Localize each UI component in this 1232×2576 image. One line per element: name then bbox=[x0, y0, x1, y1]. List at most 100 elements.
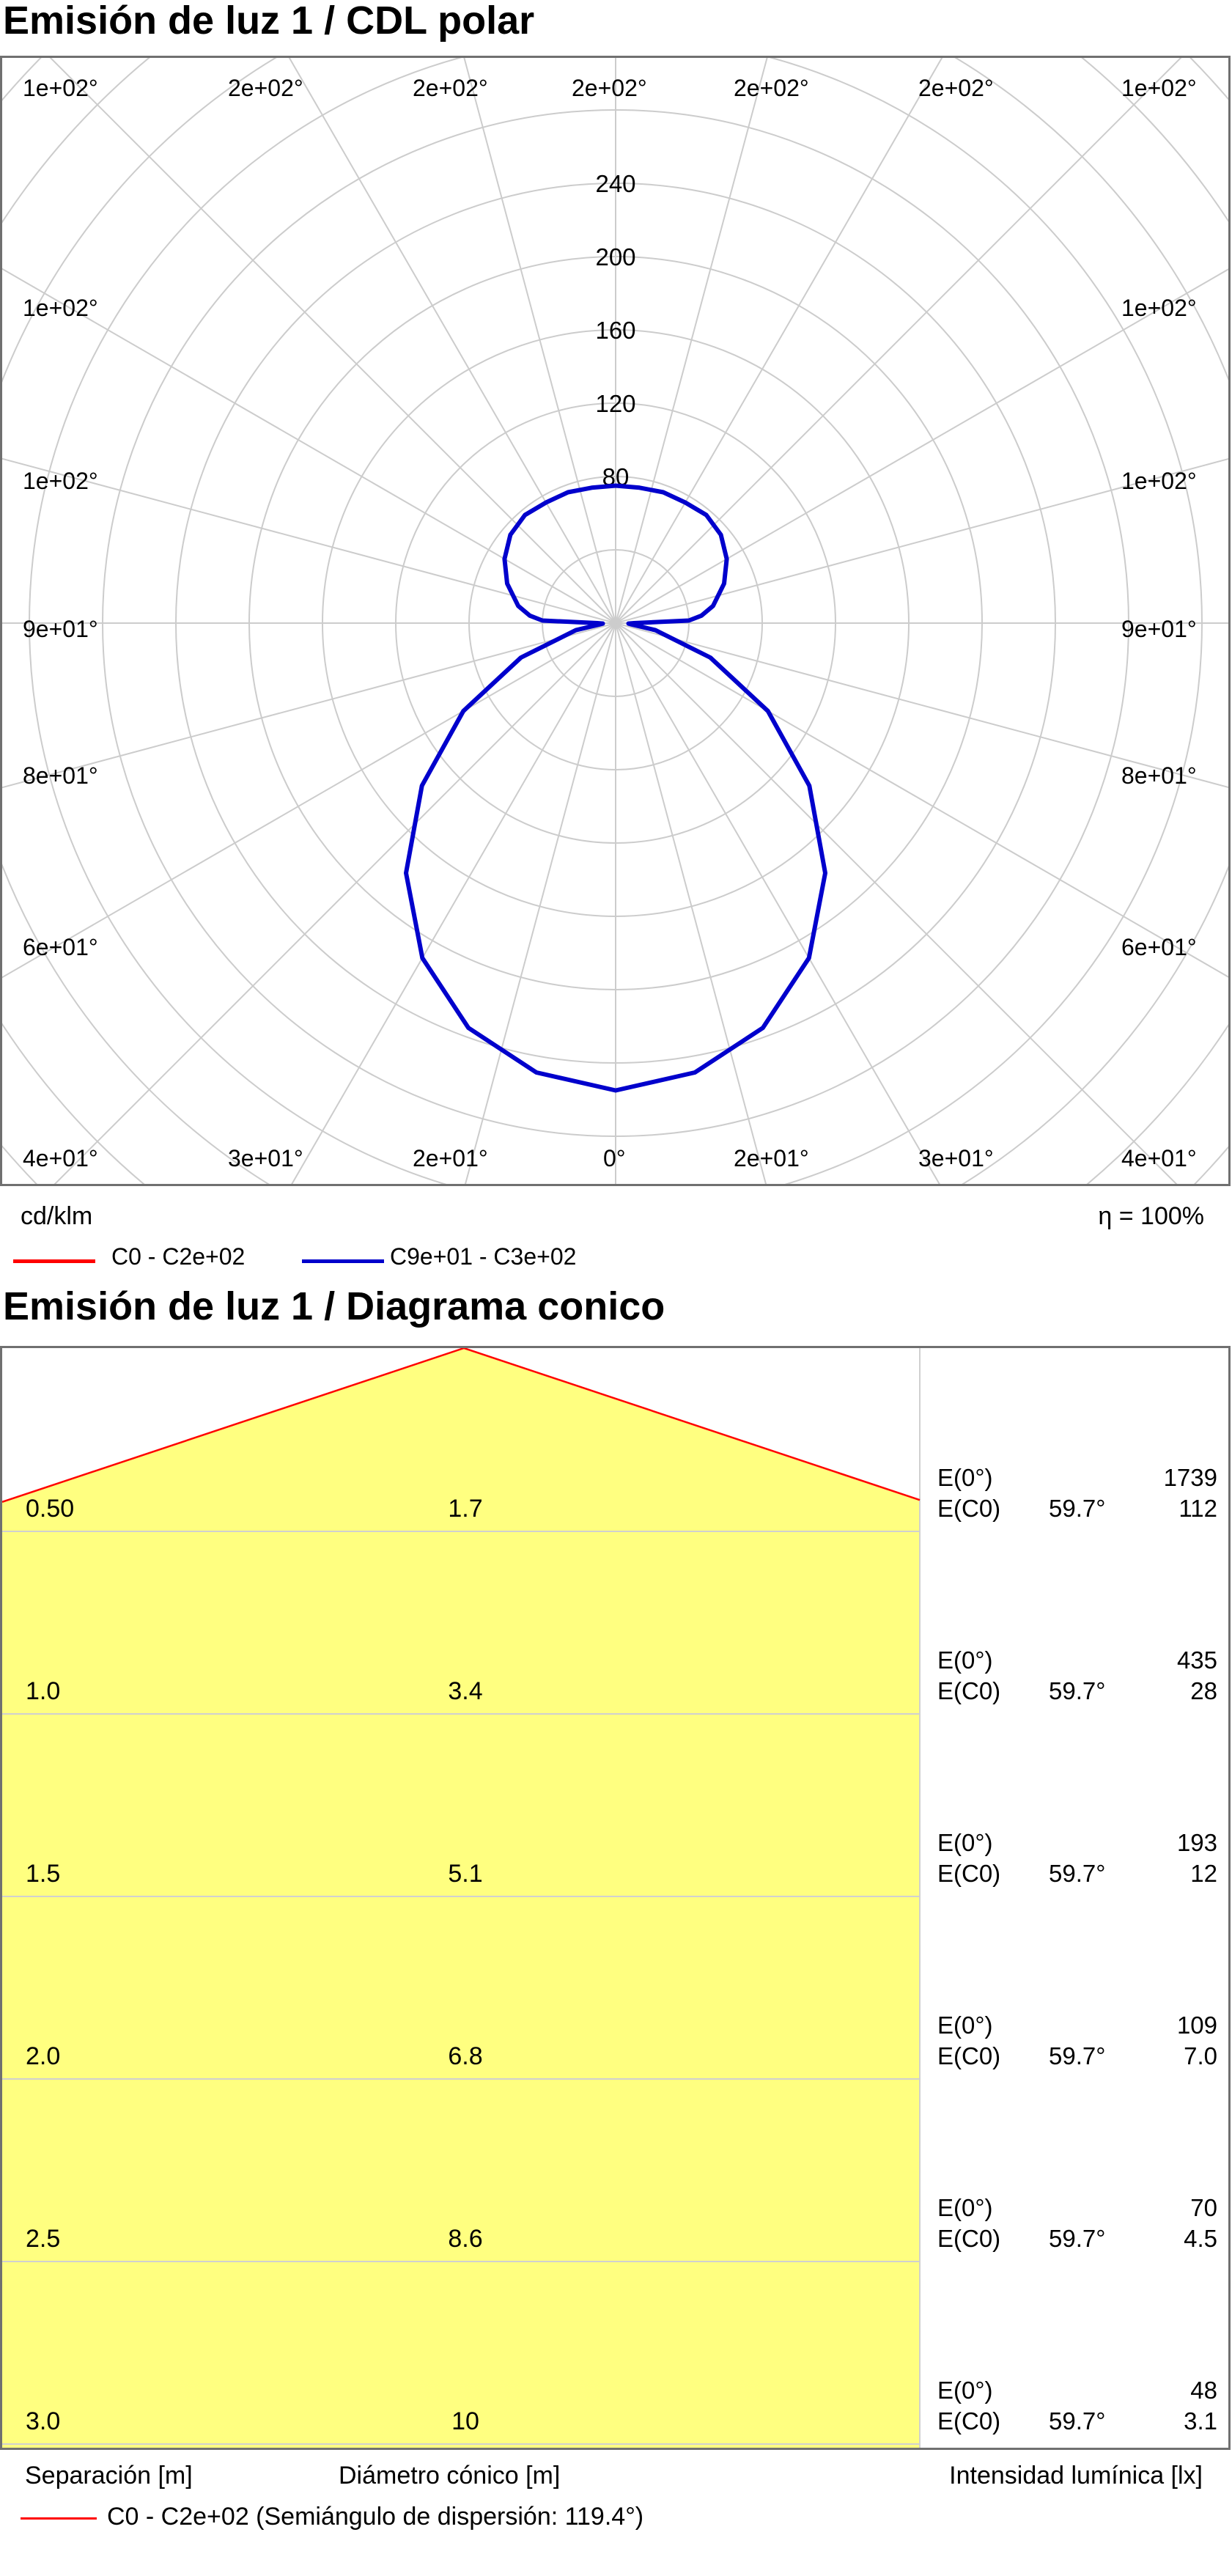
grid-spoke bbox=[615, 622, 940, 1184]
angle-label-bottom: 3e+01° bbox=[918, 1145, 994, 1171]
ec0-value: 3.1 bbox=[1184, 2407, 1217, 2435]
ec0-label: E(C0) bbox=[937, 2407, 1000, 2435]
cone-panel: 0.50 1.7 E(0°) 1739 E(C0) 59.7° 112 1.0 3.4 E(0°)… bbox=[0, 1346, 1231, 2450]
ec0-value: 112 bbox=[1178, 1495, 1217, 1522]
grid-spoke bbox=[291, 622, 616, 1184]
ec0-angle: 59.7° bbox=[1049, 2225, 1105, 2252]
ec0-value: 4.5 bbox=[1184, 2225, 1217, 2252]
angle-label-left: 8e+01° bbox=[23, 762, 98, 789]
ec0-angle: 59.7° bbox=[1049, 1677, 1105, 1704]
cone-title: Emisión de luz 1 / Diagrama conico bbox=[3, 1284, 665, 1328]
grid-spoke bbox=[54, 622, 616, 1184]
radial-tick-label: 200 bbox=[595, 243, 635, 271]
e0-value: 70 bbox=[1190, 2194, 1217, 2221]
separation-value: 0.50 bbox=[26, 1495, 74, 1523]
grid-spoke bbox=[2, 622, 616, 789]
angle-label-top: 2e+02° bbox=[734, 75, 809, 101]
angle-label-bottom: 2e+01° bbox=[413, 1145, 488, 1171]
footer-intensity: Intensidad lumínica [lx] bbox=[949, 2462, 1203, 2489]
ec0-label: E(C0) bbox=[937, 2042, 1000, 2069]
angle-label-right: 1e+02° bbox=[1121, 468, 1197, 494]
cone-legend-swatch bbox=[21, 2517, 97, 2520]
grid-spoke bbox=[615, 58, 768, 624]
ec0-value: 7.0 bbox=[1184, 2042, 1217, 2069]
separation-value: 2.0 bbox=[26, 2042, 60, 2070]
cone-fill bbox=[2, 1348, 920, 2448]
diameter-value: 6.8 bbox=[448, 2042, 482, 2070]
cone-chart: 0.50 1.7 E(0°) 1739 E(C0) 59.7° 112 1.0 3.4 E(0°)… bbox=[2, 1348, 1217, 2448]
ec0-angle: 59.7° bbox=[1049, 2407, 1105, 2435]
grid-spoke bbox=[464, 622, 616, 1184]
grid-spoke bbox=[288, 58, 616, 624]
angle-label-top: 2e+02° bbox=[572, 75, 647, 101]
e0-label: E(0°) bbox=[937, 1646, 993, 1674]
angle-label-bottom: 2e+01° bbox=[734, 1145, 809, 1171]
diameter-value: 8.6 bbox=[448, 2225, 482, 2253]
angle-label-right: 9e+01° bbox=[1121, 616, 1197, 642]
angle-label-bottom: 4e+01° bbox=[23, 1145, 98, 1171]
footer-diameter: Diámetro cónico [m] bbox=[339, 2462, 561, 2489]
grid-spoke bbox=[615, 58, 1182, 624]
ec0-label: E(C0) bbox=[937, 1677, 1000, 1704]
radial-tick-label: 120 bbox=[595, 390, 635, 417]
angle-label-right: 8e+01° bbox=[1121, 762, 1197, 789]
grid-spoke bbox=[2, 268, 616, 624]
angle-label-left: 1e+02° bbox=[23, 295, 98, 321]
ec0-angle: 59.7° bbox=[1049, 2042, 1105, 2069]
grid-spoke bbox=[615, 622, 1178, 1184]
grid-spoke bbox=[463, 58, 616, 624]
angle-label-bottom: 3e+01° bbox=[228, 1145, 303, 1171]
cone-legend-label: C0 - C2e+02 (Semiángulo de dispersión: 1… bbox=[107, 2503, 644, 2531]
e0-value: 1739 bbox=[1164, 1464, 1217, 1491]
grid-spoke bbox=[615, 622, 1228, 978]
legend-red-label: C0 - C2e+02 bbox=[111, 1243, 246, 1270]
ec0-angle: 59.7° bbox=[1049, 1495, 1105, 1522]
legend-blue-swatch bbox=[302, 1259, 384, 1263]
separation-value: 1.0 bbox=[26, 1677, 60, 1705]
ec0-value: 12 bbox=[1190, 1860, 1217, 1887]
angle-label-right: 1e+02° bbox=[1121, 295, 1197, 321]
ec0-value: 28 bbox=[1190, 1677, 1217, 1704]
cone-edge-right bbox=[463, 1348, 921, 1501]
footer-separation: Separación [m] bbox=[25, 2462, 193, 2489]
e0-value: 109 bbox=[1177, 2012, 1217, 2039]
e0-label: E(0°) bbox=[937, 1464, 993, 1491]
diameter-value: 5.1 bbox=[448, 1860, 482, 1888]
separation-value: 2.5 bbox=[26, 2225, 60, 2253]
e0-label: E(0°) bbox=[937, 2194, 993, 2221]
grid-spoke bbox=[615, 268, 1228, 624]
grid-spoke bbox=[49, 58, 616, 624]
angle-label-top: 2e+02° bbox=[228, 75, 303, 101]
e0-value: 435 bbox=[1177, 1646, 1217, 1674]
diameter-value: 10 bbox=[451, 2407, 479, 2435]
angle-label-top: 2e+02° bbox=[413, 75, 488, 101]
separation-value: 3.0 bbox=[26, 2407, 60, 2435]
grid-spoke bbox=[2, 457, 616, 624]
angle-label-top: 1e+02° bbox=[1121, 75, 1197, 101]
polar-grid bbox=[2, 58, 1228, 1184]
radial-tick-label: 160 bbox=[595, 317, 635, 344]
polar-curve-c90-c270 bbox=[404, 483, 827, 1093]
polar-efficiency: η = 100% bbox=[1098, 1202, 1204, 1230]
grid-spoke bbox=[2, 622, 616, 979]
grid-spoke bbox=[615, 457, 1228, 624]
grid-spoke bbox=[615, 622, 1228, 789]
angle-label-left: 9e+01° bbox=[23, 616, 98, 642]
ec0-angle: 59.7° bbox=[1049, 1860, 1105, 1887]
angle-label-bottom: 4e+01° bbox=[1121, 1145, 1197, 1171]
grid-spoke bbox=[615, 58, 943, 624]
radial-tick-label: 240 bbox=[595, 170, 635, 197]
e0-label: E(0°) bbox=[937, 1829, 993, 1856]
legend-blue-label: C9e+01 - C3e+02 bbox=[390, 1243, 577, 1270]
e0-label: E(0°) bbox=[937, 2012, 993, 2039]
polar-unit-label: cd/klm bbox=[21, 1202, 93, 1230]
cone-edge-left bbox=[2, 1348, 465, 1504]
e0-value: 48 bbox=[1190, 2377, 1217, 2404]
angle-label-top: 1e+02° bbox=[23, 75, 98, 101]
angle-label-left: 6e+01° bbox=[23, 934, 98, 960]
diameter-value: 3.4 bbox=[448, 1677, 482, 1705]
legend-red-swatch bbox=[13, 1259, 95, 1263]
ec0-label: E(C0) bbox=[937, 1860, 1000, 1887]
angle-label-right: 6e+01° bbox=[1121, 934, 1197, 960]
